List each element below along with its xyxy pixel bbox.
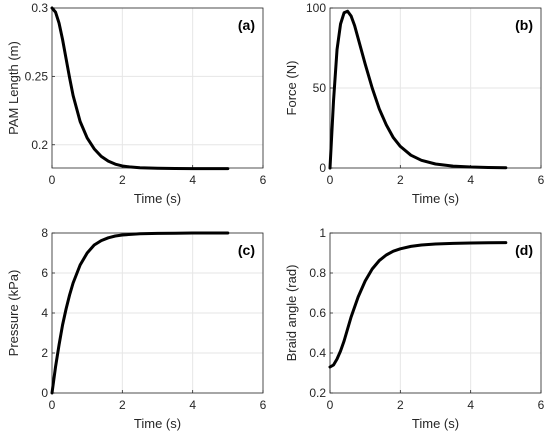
y-tick-label-b-1: 50	[313, 81, 327, 95]
y-axis-label-b: Force (N)	[284, 61, 299, 116]
y-tick-label-b-0: 0	[319, 161, 326, 175]
x-tick-label-a-0: 0	[49, 173, 56, 187]
y-tick-label-d-4: 1	[319, 226, 326, 240]
y-tick-label-c-0: 0	[41, 386, 48, 400]
x-tick-label-b-2: 4	[467, 173, 474, 187]
plot-panel-a: 0 2 4 6 0.2 0.25 0.3 Time (s) PAM Length (m) (a)	[6, 1, 267, 206]
y-axis-label-c: Pressure (kPa)	[6, 270, 21, 357]
x-tick-label-c-3: 6	[260, 398, 267, 412]
y-tick-label-d-1: 0.4	[309, 346, 326, 360]
x-tick-label-b-0: 0	[327, 173, 334, 187]
x-tick-label-a-2: 4	[189, 173, 196, 187]
y-tick-label-b-2: 100	[306, 1, 326, 15]
panel-label-c: (c)	[238, 242, 255, 258]
x-tick-label-c-0: 0	[49, 398, 56, 412]
x-tick-label-b-1: 2	[397, 173, 404, 187]
x-tick-label-d-2: 4	[467, 398, 474, 412]
x-axis-label-a: Time (s)	[134, 191, 181, 206]
y-tick-label-c-1: 2	[41, 346, 48, 360]
y-tick-label-a-1: 0.25	[25, 69, 49, 83]
x-tick-label-c-2: 4	[189, 398, 196, 412]
y-tick-label-c-2: 4	[41, 306, 48, 320]
y-tick-label-a-0: 0.2	[31, 138, 48, 152]
series-line-d-0	[328, 241, 508, 369]
y-tick-label-d-0: 0.2	[309, 386, 326, 400]
y-axis-label-a: PAM Length (m)	[6, 41, 21, 135]
panel-label-a: (a)	[238, 17, 255, 33]
y-tick-label-a-2: 0.3	[31, 1, 48, 15]
plot-panel-c: 0 2 4 6 0 2 4 6 8 Time (s) Pressure (kPa) (c)	[6, 226, 267, 431]
x-axis-label-b: Time (s)	[412, 191, 459, 206]
plot-panel-d: 0 2 4 6 0.2 0.4 0.6 0.8 1 Time (s) Braid angle (ra…	[284, 226, 545, 431]
x-tick-label-d-1: 2	[397, 398, 404, 412]
y-tick-label-c-3: 6	[41, 266, 48, 280]
x-axis-label-c: Time (s)	[134, 416, 181, 431]
y-tick-label-d-2: 0.6	[309, 306, 326, 320]
y-tick-label-d-3: 0.8	[309, 266, 326, 280]
x-tick-label-a-1: 2	[119, 173, 126, 187]
y-tick-label-c-4: 8	[41, 226, 48, 240]
plot-panel-b: 0 2 4 6 0 50 100 Time (s) Force (N) (b)	[284, 1, 545, 206]
x-tick-label-a-3: 6	[260, 173, 267, 187]
axes-box-a	[51, 7, 264, 169]
x-tick-label-d-0: 0	[327, 398, 334, 412]
x-tick-label-b-3: 6	[538, 173, 545, 187]
panel-label-d: (d)	[515, 242, 533, 258]
series-line-a-0	[50, 6, 230, 171]
series-line-c-0	[50, 231, 230, 395]
y-axis-label-d: Braid angle (rad)	[284, 265, 299, 362]
x-tick-label-d-3: 6	[538, 398, 545, 412]
series-line-b-0	[328, 9, 508, 170]
x-tick-label-c-1: 2	[119, 398, 126, 412]
panel-label-b: (b)	[515, 17, 533, 33]
x-axis-label-d: Time (s)	[412, 416, 459, 431]
